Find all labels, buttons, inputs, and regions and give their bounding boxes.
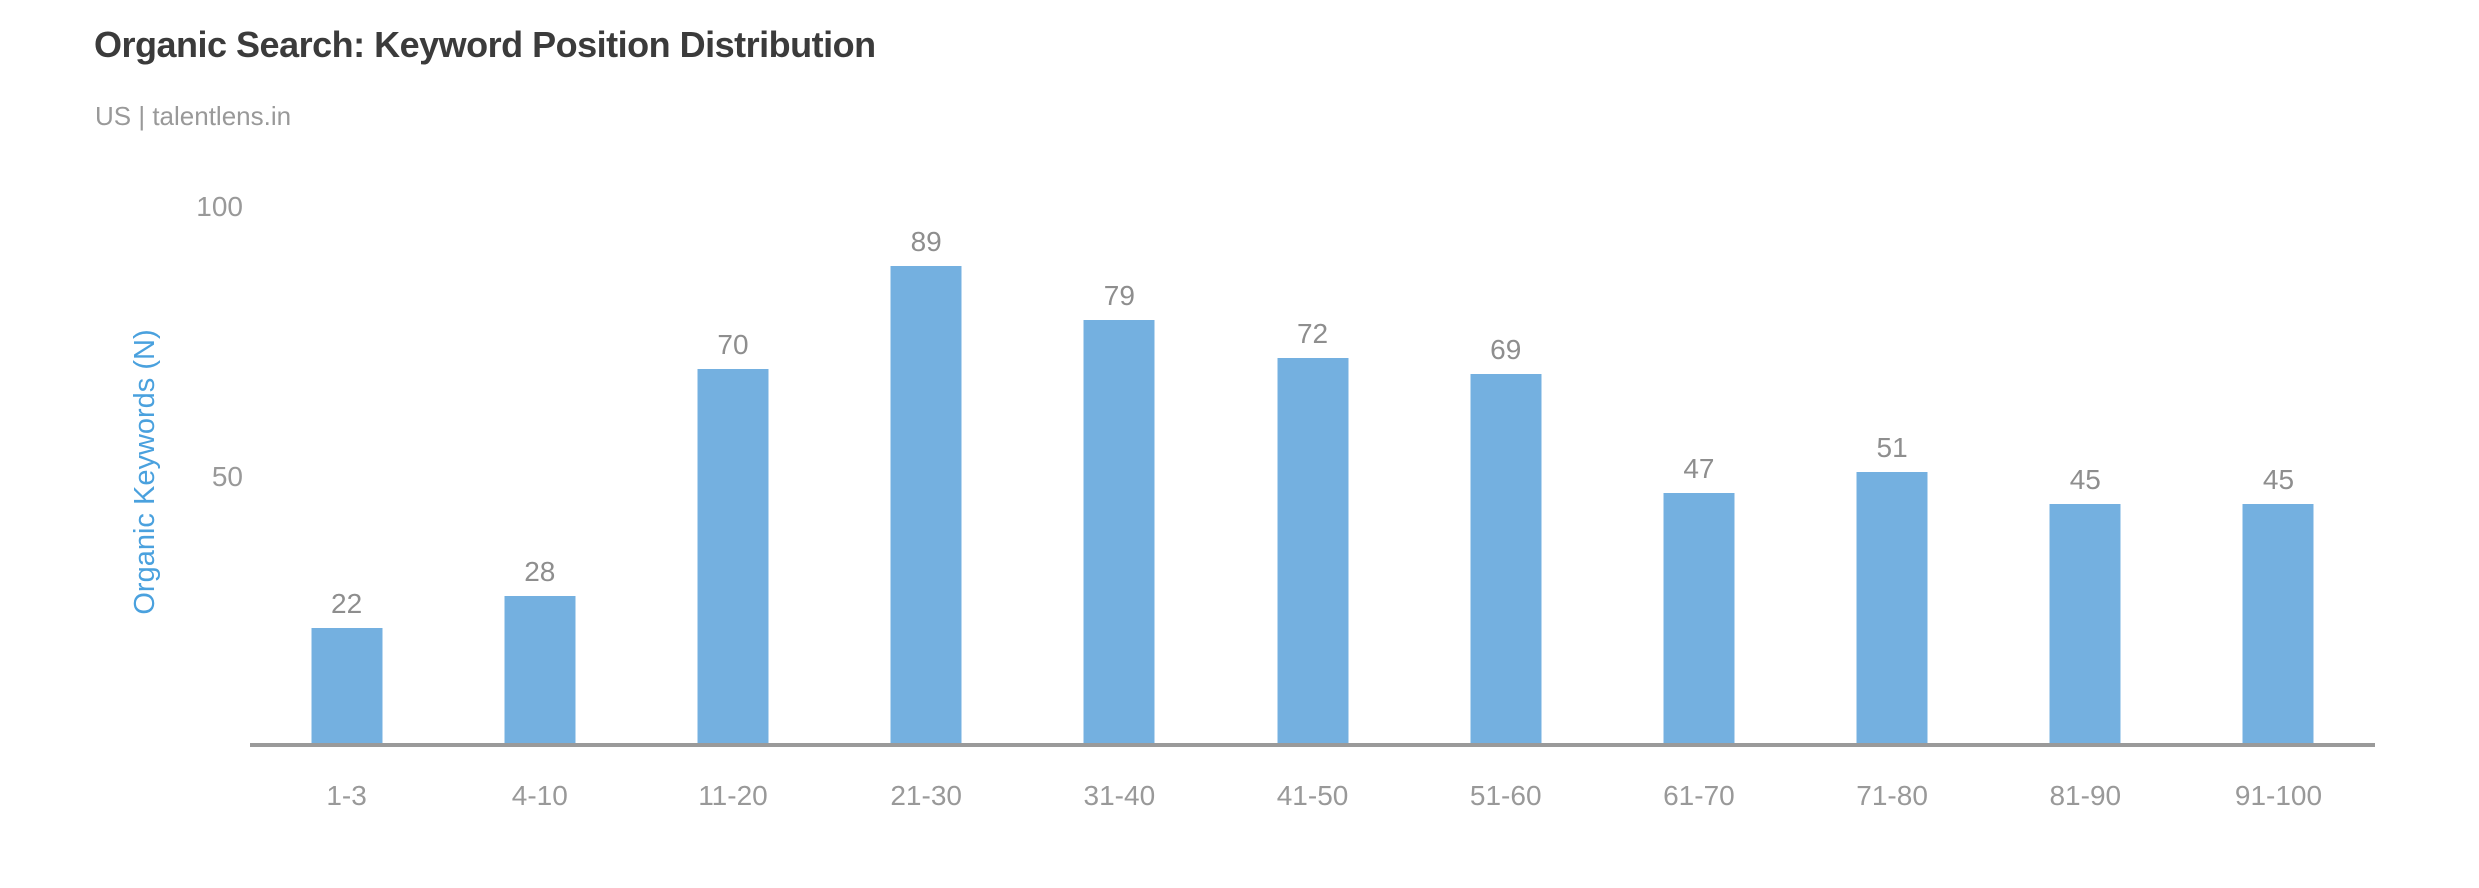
x-axis-labels: 1-3 4-10 11-20 21-30 31-40 41-50 51-60 61-70 71-…	[250, 780, 2375, 812]
bar	[1277, 358, 1349, 747]
bar-group: 89	[830, 207, 1023, 747]
y-tick-label: 100	[196, 191, 243, 222]
bar-group: 79	[1023, 207, 1216, 747]
bar	[1470, 374, 1542, 747]
bar-value-label: 22	[331, 588, 363, 620]
bar-group: 45	[2182, 207, 2375, 747]
bar-group: 22	[250, 207, 443, 747]
x-axis-category-label: 71-80	[1856, 780, 1928, 811]
chart-subtitle: US | talentlens.in	[95, 101, 292, 131]
bar-value-label: 79	[1103, 280, 1135, 312]
bar-value-label: 45	[2262, 464, 2295, 495]
bar	[1663, 493, 1735, 747]
bar	[1856, 471, 1928, 747]
x-axis-category-label: 31-40	[1083, 780, 1156, 811]
bar-value-label: 51	[1876, 431, 1908, 463]
bar	[2049, 504, 2121, 747]
x-axis-category-label: 81-90	[2049, 780, 2122, 811]
bar	[1083, 320, 1155, 747]
chart-title: Organic Search: Keyword Position Distrib…	[94, 24, 876, 65]
x-axis-category-label: 1-3	[326, 780, 367, 811]
plot-area: 22 28 70 89 79 72 69 47 51 45 45	[250, 207, 2375, 747]
bar	[890, 266, 962, 747]
bar-value-label: 47	[1683, 453, 1715, 485]
bar-group: 45	[1989, 207, 2182, 747]
bar-value-label: 28	[524, 555, 556, 587]
bar-group: 47	[1602, 207, 1795, 747]
bar-group: 28	[443, 207, 636, 747]
x-axis-category-label: 4-10	[511, 780, 568, 811]
bar-group: 72	[1216, 207, 1409, 747]
x-axis-line	[250, 743, 2375, 747]
bar-value-label: 69	[1490, 334, 1522, 366]
bar	[504, 595, 576, 747]
bar	[2242, 504, 2314, 747]
bar-value-label: 89	[910, 226, 942, 258]
bar	[697, 369, 769, 747]
bar-group: 51	[1796, 207, 1989, 747]
bar-group: 69	[1409, 207, 1602, 747]
bar-value-label: 72	[1296, 318, 1329, 350]
bar-value-label: 45	[2069, 464, 2101, 495]
x-axis-category-label: 61-70	[1663, 780, 1735, 811]
x-axis-category-label: 41-50	[1276, 780, 1349, 811]
bar-group: 70	[636, 207, 829, 747]
bar-value-label: 70	[717, 329, 749, 360]
x-axis-category-label: 51-60	[1469, 780, 1542, 811]
x-axis-category-label: 21-30	[890, 780, 962, 811]
x-axis-category-label: 91-100	[2234, 780, 2323, 811]
bar	[311, 628, 383, 747]
y-tick-label: 50	[211, 461, 243, 492]
x-axis-category-label: 11-20	[698, 780, 768, 811]
